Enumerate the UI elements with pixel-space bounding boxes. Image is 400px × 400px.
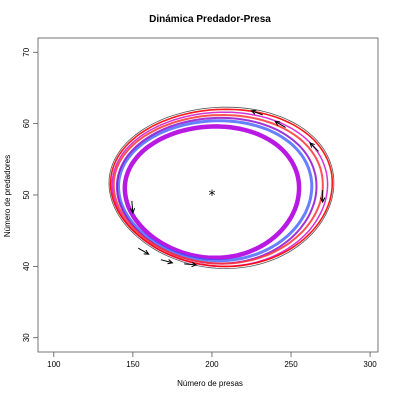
direction-arrow bbox=[138, 247, 149, 255]
trajectory-line bbox=[109, 108, 334, 268]
x-axis: 100 150 200 250 300 bbox=[47, 352, 377, 369]
y-tick-label: 60 bbox=[22, 119, 31, 128]
direction-arrow bbox=[160, 259, 173, 264]
direction-arrow bbox=[274, 121, 286, 128]
direction-arrow bbox=[131, 200, 134, 213]
y-tick-label: 70 bbox=[22, 47, 31, 56]
direction-arrow bbox=[184, 263, 197, 266]
trajectory-line bbox=[117, 119, 314, 263]
chart-title: Dinámica Predador-Presa bbox=[149, 14, 271, 25]
x-tick-label: 250 bbox=[284, 360, 298, 369]
direction-arrow bbox=[309, 142, 319, 152]
plot-area: * bbox=[108, 106, 335, 270]
y-axis: 30 40 50 60 70 bbox=[22, 47, 38, 342]
arrow-head bbox=[167, 259, 174, 265]
arrow-head bbox=[274, 120, 281, 126]
arrow-head bbox=[129, 207, 136, 214]
x-tick-label: 300 bbox=[363, 360, 377, 369]
arrow-head bbox=[143, 249, 150, 255]
x-tick-label: 100 bbox=[47, 360, 61, 369]
arrow-head bbox=[191, 261, 198, 268]
trajectory-line bbox=[112, 114, 324, 265]
trajectory-line bbox=[122, 124, 302, 261]
trajectory-line bbox=[108, 106, 335, 270]
arrow-head bbox=[250, 109, 257, 115]
x-tick-label: 150 bbox=[126, 360, 140, 369]
arrow-head bbox=[309, 142, 315, 148]
arrow-head bbox=[320, 197, 326, 204]
direction-arrow bbox=[251, 110, 263, 116]
y-axis-label: Número de predadores bbox=[3, 155, 12, 237]
x-axis-label: Número de presas bbox=[177, 379, 243, 388]
y-tick-label: 30 bbox=[22, 333, 31, 342]
y-tick-label: 50 bbox=[22, 190, 31, 199]
x-tick-label: 200 bbox=[205, 360, 219, 369]
trajectory-line bbox=[115, 116, 318, 265]
equilibrium-point: * bbox=[208, 188, 215, 204]
y-tick-label: 40 bbox=[22, 261, 31, 270]
